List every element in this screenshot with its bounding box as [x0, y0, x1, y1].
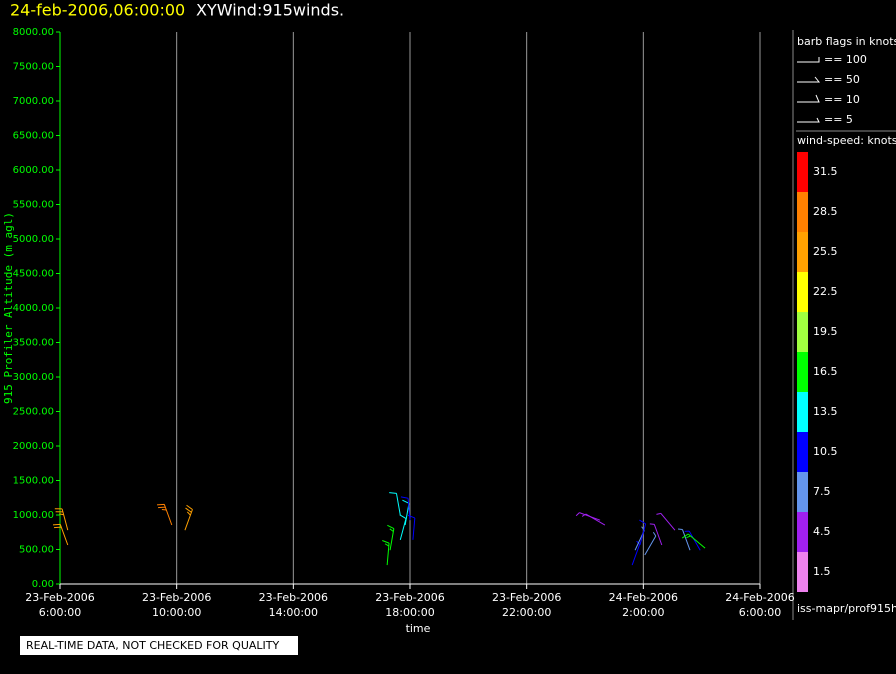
y-tick-label: 7000.00: [13, 96, 54, 107]
y-tick-label: 2500.00: [13, 407, 54, 418]
wind-barb: [402, 499, 410, 526]
chart-title: XYWind:915winds.: [196, 1, 344, 20]
colorbar-label: 1.5: [813, 565, 831, 578]
y-tick-label: 0.00: [32, 579, 54, 590]
colorbar-title: wind-speed: knots: [797, 134, 896, 147]
colorbar-label: 22.5: [813, 285, 838, 298]
barb-legend-label: == 50: [824, 73, 860, 86]
wind-barb: [581, 513, 606, 526]
wind-barb: [399, 514, 407, 540]
colorbar-swatch: [797, 232, 808, 272]
y-tick-label: 4500.00: [13, 269, 54, 280]
barb-legend-icon: [797, 57, 820, 63]
x-tick-label: 14:00:00: [269, 606, 318, 619]
x-tick-label: 23-Feb-2006: [142, 591, 211, 604]
wind-barb: [677, 528, 691, 551]
x-tick-label: 23-Feb-2006: [259, 591, 328, 604]
barb-legend-icon: [797, 76, 821, 83]
y-tick-label: 500.00: [19, 545, 54, 556]
barb-legend-icon: [797, 117, 820, 123]
wind-barb: [382, 540, 390, 566]
y-tick-label: 3000.00: [13, 372, 54, 383]
x-tick-label: 6:00:00: [39, 606, 81, 619]
wind-barb: [184, 504, 193, 531]
y-tick-label: 1000.00: [13, 510, 54, 521]
wind-barb: [54, 508, 69, 531]
x-tick-label: 18:00:00: [385, 606, 434, 619]
wind-barb: [387, 524, 395, 551]
barb-legend-label: == 10: [824, 93, 860, 106]
x-tick-label: 23-Feb-2006: [492, 591, 561, 604]
colorbar-swatch: [797, 352, 808, 392]
y-tick-label: 1500.00: [13, 476, 54, 487]
y-tick-label: 3500.00: [13, 338, 54, 349]
source: iss-mapr/prof915h: [797, 602, 896, 615]
colorbar-label: 4.5: [813, 525, 831, 538]
x-tick-label: 23-Feb-2006: [25, 591, 94, 604]
y-tick-label: 7500.00: [13, 62, 54, 73]
x-tick-label: 23-Feb-2006: [375, 591, 444, 604]
wind-barb: [407, 514, 416, 540]
colorbar-label: 25.5: [813, 245, 838, 258]
barb-legend-title: barb flags in knots: [797, 35, 896, 48]
wind-barb: [644, 531, 657, 556]
colorbar-swatch: [797, 552, 808, 592]
barb-legend-label: == 100: [824, 53, 867, 66]
x-tick-label: 10:00:00: [152, 606, 201, 619]
wind-barb: [400, 496, 411, 521]
colorbar-label: 19.5: [813, 325, 838, 338]
colorbar-swatch: [797, 312, 808, 352]
barb-legend-icon: [797, 94, 820, 103]
y-tick-label: 6000.00: [13, 165, 54, 176]
barb-legend-label: == 5: [824, 113, 853, 126]
colorbar-swatch: [797, 392, 808, 432]
colorbar-label: 16.5: [813, 365, 838, 378]
y-tick-label: 4000.00: [13, 303, 54, 314]
colorbar-label: 7.5: [813, 485, 831, 498]
wind-barb: [52, 523, 69, 546]
x-axis-label: time: [406, 622, 431, 635]
wind-barb: [649, 523, 663, 546]
y-tick-label: 6500.00: [13, 131, 54, 142]
notice: REAL-TIME DATA, NOT CHECKED FOR QUALITY: [26, 639, 280, 652]
x-tick-label: 2:00:00: [622, 606, 664, 619]
y-tick-label: 8000.00: [13, 27, 54, 38]
colorbar-swatch: [797, 272, 808, 312]
wind-barb: [684, 530, 701, 551]
wind-barb: [681, 533, 706, 549]
y-axis-label: 915 Profiler Altitude (m agl): [2, 212, 15, 404]
colorbar-label: 28.5: [813, 205, 838, 218]
colorbar-label: 31.5: [813, 165, 838, 178]
title-time: 24-feb-2006,06:00:00: [10, 1, 185, 20]
x-tick-label: 24-Feb-2006: [725, 591, 794, 604]
x-tick-label: 6:00:00: [739, 606, 781, 619]
wind-barb: [639, 519, 647, 546]
x-tick-label: 22:00:00: [502, 606, 551, 619]
wind-barb: [156, 503, 173, 526]
wind-barb: [389, 492, 401, 516]
colorbar-label: 10.5: [813, 445, 838, 458]
x-tick-label: 24-Feb-2006: [609, 591, 678, 604]
y-tick-label: 5500.00: [13, 200, 54, 211]
colorbar-swatch: [797, 152, 808, 192]
colorbar-swatch: [797, 512, 808, 552]
colorbar-swatch: [797, 192, 808, 232]
y-tick-label: 2000.00: [13, 441, 54, 452]
wind-barb: [656, 512, 676, 531]
colorbar-swatch: [797, 472, 808, 512]
notice-box: [20, 636, 298, 655]
y-tick-label: 5000.00: [13, 234, 54, 245]
colorbar-label: 13.5: [813, 405, 838, 418]
colorbar-swatch: [797, 432, 808, 472]
